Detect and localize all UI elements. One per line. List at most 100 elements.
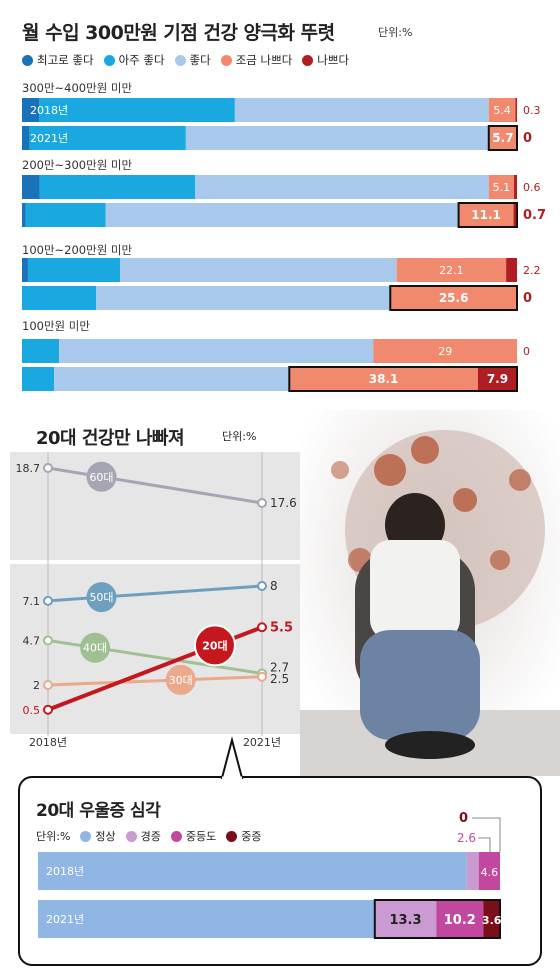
legend-item: 나쁘다 bbox=[302, 52, 349, 68]
data-label: 25.6 bbox=[439, 291, 469, 305]
legend-swatch bbox=[174, 54, 186, 66]
legend-label: 조금 나쁘다 bbox=[235, 53, 293, 67]
data-label: 0 bbox=[523, 291, 532, 306]
virus-spike bbox=[453, 488, 477, 512]
value-label: 18.7 bbox=[16, 462, 41, 475]
person-legs bbox=[360, 630, 480, 740]
bar-segment bbox=[39, 98, 235, 122]
data-point bbox=[257, 622, 267, 633]
group-label-300-400: 300만~400만원 미만 bbox=[22, 81, 133, 95]
series-bubble bbox=[86, 461, 117, 492]
bar-segment bbox=[488, 126, 517, 150]
illustration-photo bbox=[300, 410, 560, 776]
data-label: 3.6 bbox=[482, 914, 502, 927]
legend-swatch bbox=[226, 830, 238, 842]
data-point bbox=[257, 671, 267, 682]
bar-segment bbox=[27, 258, 121, 282]
bar-segment bbox=[234, 98, 489, 122]
data-label: 0 bbox=[459, 811, 468, 826]
bar-year-label: 2021년 bbox=[30, 132, 68, 145]
data-point bbox=[43, 704, 53, 715]
bar-segment bbox=[396, 258, 507, 282]
person-feet bbox=[385, 731, 475, 759]
data-label: 7.9 bbox=[487, 372, 508, 386]
legend-label: 아주 좋다 bbox=[118, 53, 165, 67]
series-label: 60대 bbox=[89, 471, 113, 484]
legend-label: 나쁘다 bbox=[317, 53, 350, 67]
legend-swatch bbox=[125, 830, 137, 842]
bar-segment bbox=[488, 98, 516, 122]
data-point bbox=[43, 463, 53, 473]
bar-segment bbox=[29, 126, 186, 150]
value-label: 4.7 bbox=[23, 634, 41, 647]
data-label: 2.6 bbox=[457, 831, 476, 845]
legend-swatch bbox=[170, 830, 182, 842]
data-point bbox=[257, 581, 267, 591]
data-label: 0 bbox=[523, 345, 530, 358]
chart3-legend: 단위:% 정상 경증 중등도 중증 bbox=[36, 828, 262, 844]
data-label: 10.2 bbox=[444, 913, 476, 928]
bar-segment bbox=[478, 852, 500, 890]
data-label: 0.7 bbox=[523, 208, 546, 223]
legend-swatch bbox=[220, 54, 232, 66]
series-label: 50대 bbox=[89, 591, 113, 604]
legend-label: 정상 bbox=[95, 830, 116, 843]
legend-swatch bbox=[103, 54, 115, 66]
bar-segment bbox=[477, 367, 517, 391]
highlight-box bbox=[389, 285, 518, 311]
pillow bbox=[370, 540, 460, 640]
value-label: 5.5 bbox=[270, 620, 293, 635]
virus-spike bbox=[490, 550, 510, 570]
data-point bbox=[43, 680, 53, 690]
bar-segment bbox=[25, 203, 106, 227]
bar-segment bbox=[195, 175, 489, 199]
legend-swatch bbox=[80, 830, 92, 842]
bar-segment bbox=[513, 203, 517, 227]
data-point bbox=[43, 595, 53, 606]
bar-segment bbox=[22, 203, 26, 227]
bar-segment bbox=[22, 286, 97, 310]
bar-segment bbox=[59, 339, 374, 363]
legend-item: 조금 나쁘다 bbox=[220, 52, 293, 68]
legend-item: 최고로 좋다 bbox=[22, 52, 94, 68]
bar-segment bbox=[483, 900, 500, 938]
bar-segment bbox=[436, 900, 484, 938]
bar-segment bbox=[105, 203, 459, 227]
legend-label: 중증 bbox=[241, 830, 262, 843]
series-line bbox=[47, 466, 263, 505]
legend-item: 경증 bbox=[125, 828, 161, 844]
bar-segment bbox=[38, 900, 375, 938]
bar-segment bbox=[22, 367, 55, 391]
bar-segment bbox=[488, 175, 515, 199]
bar-segment bbox=[289, 367, 478, 391]
bar-segment bbox=[506, 258, 517, 282]
bar-segment bbox=[515, 98, 517, 122]
data-label: 29 bbox=[438, 345, 452, 358]
legend-item: 좋다 bbox=[174, 52, 211, 68]
value-label: 2.5 bbox=[270, 672, 289, 686]
bar-segment bbox=[185, 126, 489, 150]
series-line bbox=[47, 584, 263, 603]
bar-year-label: 2018년 bbox=[46, 865, 84, 878]
series-bubble bbox=[165, 664, 196, 695]
series-bubble bbox=[80, 632, 111, 663]
bar-segment bbox=[373, 339, 517, 363]
data-label: 0 bbox=[523, 131, 532, 146]
data-label: 13.3 bbox=[389, 913, 421, 928]
virus-spike bbox=[374, 454, 406, 486]
chart3-title: 20대 우울증 심각 bbox=[36, 801, 161, 821]
chart1-legend: 최고로 좋다 아주 좋다 좋다 조금 나쁘다 나쁘다 bbox=[22, 52, 349, 68]
bar-segment bbox=[458, 203, 514, 227]
bar-segment bbox=[54, 367, 290, 391]
bar-segment bbox=[514, 175, 517, 199]
highlight-box bbox=[288, 366, 518, 392]
data-point bbox=[257, 498, 267, 508]
bar-segment bbox=[38, 852, 467, 890]
series-label: 30대 bbox=[169, 674, 193, 687]
value-label: 2 bbox=[33, 679, 40, 692]
bar-segment bbox=[22, 339, 60, 363]
value-label: 17.6 bbox=[270, 496, 297, 510]
data-label: 2.2 bbox=[523, 264, 541, 277]
series-label: 20대 bbox=[202, 638, 227, 652]
chart2-title: 20대 건강만 나빠져 bbox=[36, 428, 185, 449]
